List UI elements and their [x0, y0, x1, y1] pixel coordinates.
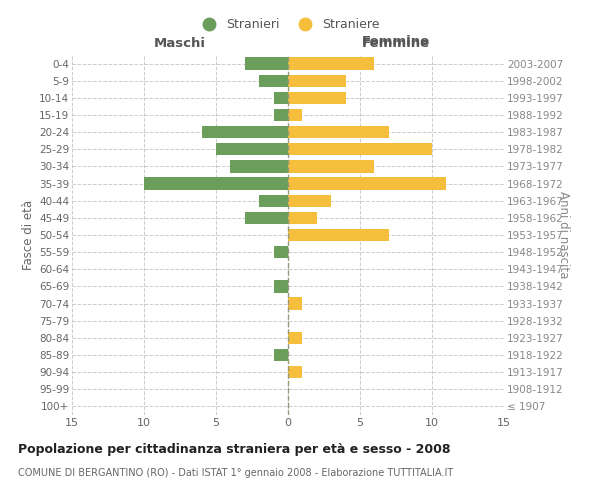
Bar	[288, 298, 302, 310]
Y-axis label: Anni di nascita: Anni di nascita	[557, 192, 571, 278]
Bar	[274, 109, 288, 121]
Bar	[230, 160, 288, 172]
Text: COMUNE DI BERGANTINO (RO) - Dati ISTAT 1° gennaio 2008 - Elaborazione TUTTITALIA: COMUNE DI BERGANTINO (RO) - Dati ISTAT 1…	[18, 468, 453, 477]
Bar	[288, 126, 389, 138]
Bar	[288, 160, 374, 172]
Bar	[288, 366, 302, 378]
Legend: Stranieri, Straniere: Stranieri, Straniere	[193, 14, 383, 35]
Bar	[288, 74, 346, 87]
Bar	[288, 92, 346, 104]
Bar	[245, 58, 288, 70]
Bar	[288, 332, 302, 344]
Bar	[144, 178, 288, 190]
Bar	[288, 109, 302, 121]
Text: Femmine: Femmine	[362, 36, 430, 50]
Bar	[274, 246, 288, 258]
Bar	[259, 194, 288, 207]
Bar	[245, 212, 288, 224]
Bar	[274, 349, 288, 361]
Bar	[288, 58, 374, 70]
Y-axis label: Fasce di età: Fasce di età	[22, 200, 35, 270]
Bar	[288, 178, 446, 190]
Bar	[288, 229, 389, 241]
Bar	[274, 280, 288, 292]
Bar	[202, 126, 288, 138]
Bar	[288, 212, 317, 224]
Text: Femmine: Femmine	[362, 35, 430, 48]
Bar	[274, 92, 288, 104]
Bar	[216, 143, 288, 156]
Bar	[288, 194, 331, 207]
Bar	[288, 143, 432, 156]
Text: Maschi: Maschi	[154, 36, 206, 50]
Bar	[259, 74, 288, 87]
Text: Popolazione per cittadinanza straniera per età e sesso - 2008: Popolazione per cittadinanza straniera p…	[18, 442, 451, 456]
